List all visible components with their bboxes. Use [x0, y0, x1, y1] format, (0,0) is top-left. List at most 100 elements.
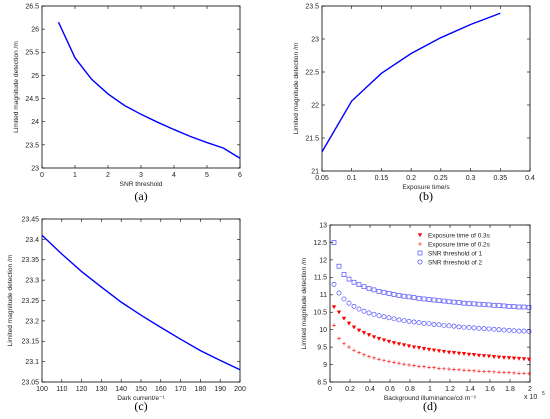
- data-point-square: [436, 298, 442, 304]
- x-axis-label: SNR threshold: [120, 181, 163, 188]
- data-point-circle: [361, 308, 367, 314]
- x-tick-label: 2: [106, 172, 110, 179]
- data-point-circle: [356, 306, 362, 312]
- legend: Exposure time of 0.3s Exposure time of 0.…: [412, 229, 526, 269]
- data-point-triangle-down: [486, 354, 492, 359]
- data-point-plus: [382, 358, 386, 363]
- data-point-plus: [332, 323, 336, 328]
- data-point-circle: [436, 322, 442, 328]
- data-point-circle: [471, 325, 477, 331]
- x-tick-label: 3: [139, 172, 143, 179]
- x-tick-label: 0.4: [365, 386, 375, 393]
- data-point-circle: [331, 281, 337, 287]
- data-point-circle: [346, 300, 352, 306]
- data-point-triangle-down: [446, 350, 452, 355]
- data-point-plus: [482, 369, 486, 374]
- data-point-triangle-down: [336, 310, 342, 315]
- y-axis-label: Limited magnitude detection /m: [7, 254, 14, 346]
- data-point-circle: [426, 321, 432, 327]
- data-point-square: [401, 293, 407, 299]
- y-tick-label: 24.5: [25, 96, 39, 103]
- y-tick-label: 12: [319, 257, 327, 264]
- data-point-square: [486, 302, 492, 308]
- x-tick-label: 1.2: [445, 386, 455, 393]
- data-point-plus: [402, 362, 406, 367]
- data-point-circle: [511, 328, 517, 334]
- y-tick-label: 9: [323, 362, 327, 369]
- data-point-plus: [457, 367, 461, 372]
- data-point-circle: [456, 324, 462, 330]
- plot-area-frame: [41, 5, 241, 169]
- data-point-triangle-down: [461, 352, 467, 356]
- data-point-triangle-down: [351, 325, 357, 330]
- data-point-plus: [507, 370, 511, 375]
- x-axis-label: Background illuminance/cd·m⁻²: [384, 395, 477, 402]
- x-tick-label: 0.8: [405, 386, 415, 393]
- data-point-square: [346, 276, 352, 282]
- data-point-triangle-down: [501, 355, 507, 360]
- data-point-plus: [412, 363, 416, 368]
- x-tick-label: 1.8: [505, 386, 515, 393]
- series-line: [57, 21, 241, 159]
- data-point-plus: [357, 350, 361, 355]
- x-tick-label: 190: [214, 386, 226, 393]
- x-tick-label: 1.4: [465, 386, 475, 393]
- data-point-circle: [381, 314, 387, 320]
- data-point-plus: [337, 336, 341, 341]
- data-point-triangle-down: [511, 356, 517, 361]
- data-point-triangle-down: [491, 355, 497, 360]
- data-point-plus: [397, 361, 401, 365]
- data-point-triangle-down: [456, 351, 462, 356]
- panel-label: (d): [423, 399, 437, 413]
- data-point-plus: [392, 360, 396, 365]
- data-point-square: [386, 291, 392, 296]
- data-point-triangle-down: [431, 348, 437, 353]
- y-tick-label: 24: [31, 119, 39, 126]
- data-point-circle: [486, 326, 492, 332]
- data-point-plus: [342, 341, 346, 346]
- data-point-square: [416, 295, 422, 301]
- data-point-square: [496, 303, 502, 308]
- data-point-triangle-down: [361, 331, 367, 336]
- data-point-square: [331, 240, 337, 245]
- y-tick-label: 10: [319, 327, 327, 334]
- y-tick-label: 23.3: [25, 278, 39, 285]
- data-point-square: [371, 287, 377, 293]
- data-point-circle: [366, 310, 372, 316]
- y-tick-label: 23.5: [25, 142, 39, 149]
- data-point-square: [471, 301, 477, 307]
- data-point-square: [466, 301, 472, 306]
- x-tick-label: 200: [234, 386, 246, 393]
- x-tick-label: 0: [328, 386, 332, 393]
- series-line: [41, 234, 241, 371]
- y-tick-label: 12.5: [313, 240, 327, 247]
- data-point-triangle-down: [366, 333, 372, 338]
- data-point-square: [366, 286, 372, 291]
- data-point-plus: [497, 370, 501, 375]
- y-tick-label: 10.5: [313, 310, 327, 317]
- data-point-plus: [347, 345, 351, 349]
- y-tick-label: 13: [319, 222, 327, 229]
- data-point-triangle-down: [391, 341, 397, 346]
- chart-panel-d: 0 0.2 0.4 0.6 0.8 1 1.2 1.4 1.6 1.8 2 8.5 9 9.5 10 10.5…: [301, 222, 545, 413]
- data-point-circle: [481, 326, 487, 332]
- data-point-plus: [362, 352, 366, 357]
- data-point-square: [461, 300, 467, 306]
- x-tick-label: 0.1: [347, 175, 357, 182]
- data-point-square: [456, 300, 462, 305]
- data-point-circle: [406, 318, 412, 324]
- data-point-triangle-down: [451, 350, 457, 355]
- data-point-square: [446, 299, 452, 305]
- x-tick-label: 1: [428, 386, 432, 393]
- x-tick-label: 5: [205, 172, 209, 179]
- data-point-square: [356, 282, 362, 287]
- y-tick-label: 23: [31, 165, 39, 172]
- x-tick-label: 1.6: [485, 386, 495, 393]
- data-point-plus: [502, 370, 506, 375]
- legend-entry: SNR threshold of 1: [428, 250, 482, 257]
- x-tick-label: 120: [76, 386, 88, 393]
- data-point-square: [491, 302, 497, 308]
- data-point-square: [396, 293, 402, 298]
- y-tick-label: 11: [320, 292, 327, 299]
- y-tick-label: 21.5: [305, 135, 319, 142]
